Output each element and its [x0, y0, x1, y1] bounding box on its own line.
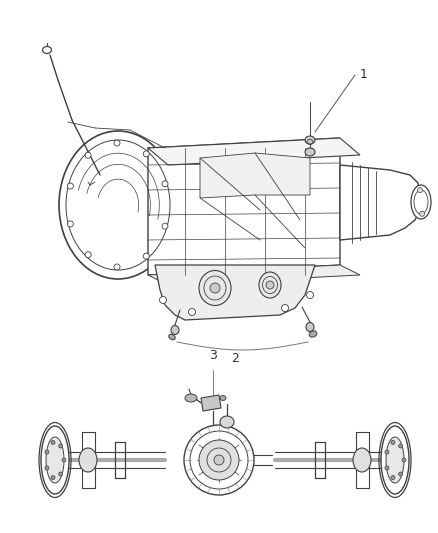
Ellipse shape [159, 296, 166, 303]
Ellipse shape [169, 334, 175, 340]
Ellipse shape [385, 466, 389, 470]
Ellipse shape [420, 211, 424, 216]
Ellipse shape [67, 221, 74, 227]
Ellipse shape [59, 444, 63, 448]
Ellipse shape [402, 458, 406, 462]
Polygon shape [148, 265, 360, 285]
Ellipse shape [114, 264, 120, 270]
Ellipse shape [41, 426, 69, 494]
Ellipse shape [353, 448, 371, 472]
Ellipse shape [59, 472, 63, 476]
Ellipse shape [171, 326, 179, 335]
Ellipse shape [199, 440, 239, 480]
Ellipse shape [220, 395, 226, 400]
Ellipse shape [62, 458, 66, 462]
Ellipse shape [59, 131, 177, 279]
Ellipse shape [85, 252, 91, 258]
Ellipse shape [143, 253, 149, 259]
Ellipse shape [188, 309, 195, 316]
Ellipse shape [399, 444, 403, 448]
Ellipse shape [51, 440, 55, 445]
Ellipse shape [391, 475, 395, 480]
Ellipse shape [306, 322, 314, 332]
Ellipse shape [266, 281, 274, 289]
Ellipse shape [305, 148, 315, 156]
Ellipse shape [411, 185, 431, 219]
Ellipse shape [67, 183, 74, 189]
Ellipse shape [307, 292, 314, 298]
Ellipse shape [210, 283, 220, 293]
Ellipse shape [417, 188, 423, 193]
Ellipse shape [381, 426, 409, 494]
Ellipse shape [305, 136, 315, 144]
Polygon shape [155, 265, 315, 320]
Ellipse shape [391, 440, 395, 445]
Polygon shape [148, 138, 340, 275]
Polygon shape [340, 165, 420, 240]
Ellipse shape [184, 425, 254, 495]
Ellipse shape [45, 450, 49, 454]
Text: 1: 1 [360, 69, 368, 82]
Ellipse shape [162, 223, 168, 229]
Text: 3: 3 [209, 349, 217, 362]
Ellipse shape [162, 181, 168, 187]
Text: 2: 2 [231, 352, 239, 365]
Ellipse shape [51, 475, 55, 480]
Ellipse shape [143, 151, 149, 157]
Ellipse shape [385, 450, 389, 454]
Ellipse shape [386, 437, 404, 483]
Ellipse shape [114, 140, 120, 146]
Ellipse shape [214, 455, 224, 465]
Ellipse shape [399, 472, 403, 476]
Ellipse shape [259, 272, 281, 298]
Polygon shape [148, 138, 360, 165]
Polygon shape [201, 395, 221, 411]
Ellipse shape [220, 416, 234, 428]
Polygon shape [200, 153, 310, 198]
Ellipse shape [45, 466, 49, 470]
Ellipse shape [42, 46, 52, 53]
Ellipse shape [185, 394, 197, 402]
Ellipse shape [85, 152, 91, 158]
Ellipse shape [79, 448, 97, 472]
Ellipse shape [282, 304, 289, 311]
Ellipse shape [309, 331, 317, 337]
Ellipse shape [46, 437, 64, 483]
Ellipse shape [199, 271, 231, 305]
